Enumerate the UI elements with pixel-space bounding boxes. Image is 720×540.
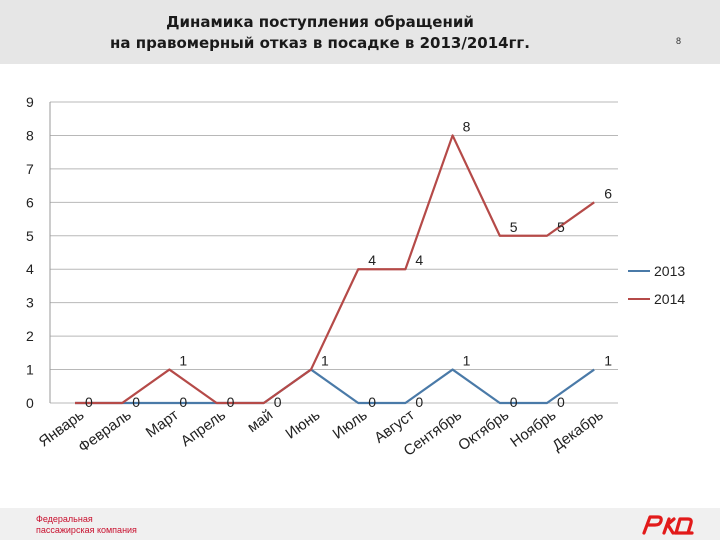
data-label: 1 (179, 353, 187, 369)
y-tick-label: 9 (26, 94, 34, 110)
y-tick-label: 7 (26, 161, 34, 177)
slide-title: Динамика поступления обращений на правом… (60, 12, 580, 54)
data-label: 5 (557, 219, 565, 235)
company-name: Федеральная пассажирская компания (36, 514, 137, 536)
company-line-2: пассажирская компания (36, 525, 137, 535)
y-tick-label: 3 (26, 295, 34, 311)
data-label: 0 (132, 394, 140, 410)
data-label: 6 (604, 185, 612, 201)
page-number: 8 (676, 36, 682, 46)
data-label: 0 (227, 394, 235, 410)
x-tick-label: Октябрь (455, 406, 512, 454)
y-tick-label: 0 (26, 395, 34, 411)
slide-header: Динамика поступления обращений на правом… (0, 0, 720, 64)
data-label: 0 (368, 394, 376, 410)
title-line-1: Динамика поступления обращений (166, 13, 474, 31)
legend-label-2014: 2014 (654, 291, 685, 307)
data-label: 1 (321, 353, 329, 369)
y-tick-label: 1 (26, 362, 34, 378)
x-tick-label: Декабрь (549, 406, 606, 454)
y-tick-label: 8 (26, 127, 34, 143)
title-line-2: на правомерный отказ в посадке в 2013/20… (110, 34, 530, 52)
data-label: 4 (415, 252, 423, 268)
data-label: 8 (463, 118, 471, 134)
rzd-logo-icon (642, 515, 694, 535)
series-line-2013 (75, 368, 595, 405)
legend-label-2013: 2013 (654, 263, 685, 279)
x-tick-label: май (244, 406, 276, 436)
y-tick-label: 2 (26, 328, 34, 344)
data-label: 0 (415, 394, 423, 410)
data-label: 5 (510, 219, 518, 235)
data-label: 0 (274, 394, 282, 410)
data-label: 1 (604, 353, 612, 369)
data-label: 0 (510, 394, 518, 410)
company-line-1: Федеральная (36, 514, 93, 524)
x-tick-label: Март (143, 406, 182, 441)
data-label: 0 (85, 394, 93, 410)
slide-footer: Федеральная пассажирская компания (0, 508, 720, 540)
x-tick-label: Февраль (75, 406, 134, 456)
y-tick-label: 4 (26, 261, 34, 277)
y-tick-label: 6 (26, 194, 34, 210)
data-label: 0 (179, 394, 187, 410)
x-tick-label: Июнь (283, 406, 324, 442)
y-tick-label: 5 (26, 228, 34, 244)
data-label: 1 (463, 353, 471, 369)
series-line-2014 (75, 134, 595, 405)
data-label: 0 (557, 394, 565, 410)
x-tick-label: Апрель (178, 406, 229, 450)
data-label: 4 (368, 252, 376, 268)
x-tick-label: Июль (330, 406, 371, 442)
